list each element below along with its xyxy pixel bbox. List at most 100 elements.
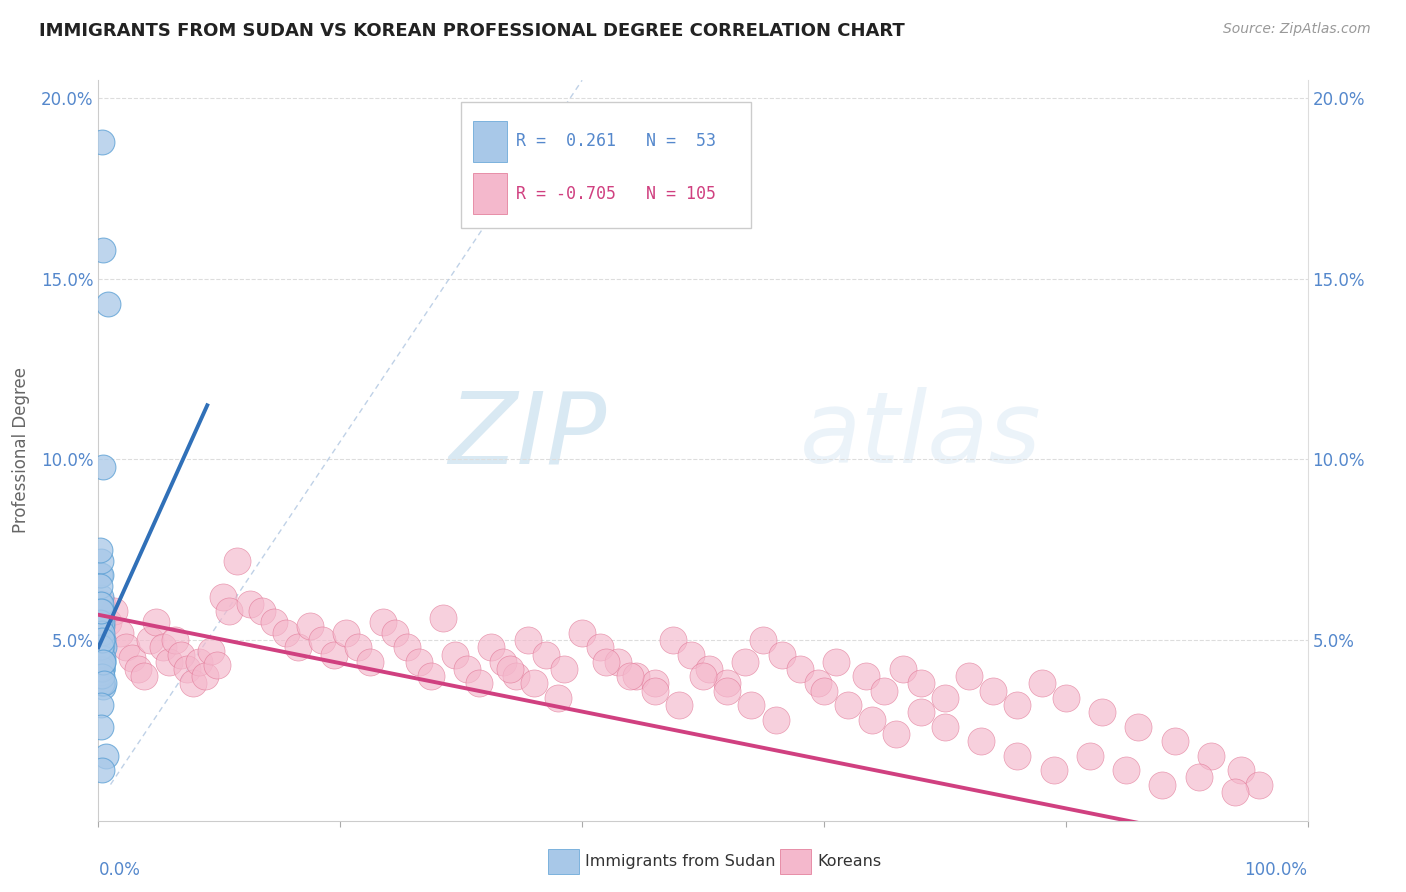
Point: [90, 698, 112, 712]
Point: [91, 633, 114, 648]
Point: [212, 590, 235, 604]
Point: [970, 734, 993, 748]
Point: [169, 648, 191, 662]
Point: [360, 655, 382, 669]
Point: [523, 676, 546, 690]
Point: [934, 690, 956, 705]
Point: [176, 662, 198, 676]
Point: [90, 640, 112, 655]
Point: [1223, 785, 1246, 799]
Point: [91, 669, 114, 683]
Point: [93, 640, 115, 655]
Point: [534, 648, 557, 662]
Bar: [474, 121, 508, 161]
Point: [91, 655, 114, 669]
Point: [311, 633, 333, 648]
Point: [89, 669, 111, 683]
Point: [91, 459, 114, 474]
Point: [91, 618, 114, 632]
Point: [90, 553, 112, 567]
Point: [619, 669, 641, 683]
Point: [492, 655, 515, 669]
Point: [91, 615, 114, 629]
Point: [1188, 770, 1211, 784]
Point: [91, 662, 114, 676]
Point: [134, 669, 156, 683]
Point: [505, 669, 527, 683]
Point: [90, 640, 112, 655]
Point: [553, 662, 575, 676]
Point: [91, 662, 114, 676]
Point: [1054, 690, 1077, 705]
Point: [89, 640, 111, 655]
Point: [668, 698, 690, 712]
Point: [468, 676, 491, 690]
Point: [90, 604, 112, 618]
Y-axis label: Professional Degree: Professional Degree: [11, 368, 30, 533]
Point: [1163, 734, 1185, 748]
Point: [813, 683, 835, 698]
Point: [91, 651, 114, 665]
Point: [90, 651, 112, 665]
Point: [274, 625, 297, 640]
Point: [910, 676, 932, 690]
Text: R = -0.705   N = 105: R = -0.705 N = 105: [516, 185, 716, 202]
Point: [855, 669, 877, 683]
Point: [498, 662, 520, 676]
Point: [91, 604, 114, 618]
Point: [644, 676, 666, 690]
Point: [89, 615, 111, 629]
Point: [89, 625, 111, 640]
Point: [661, 633, 683, 648]
Point: [860, 713, 883, 727]
Point: [770, 648, 793, 662]
Point: [432, 611, 454, 625]
Point: [218, 604, 240, 618]
Point: [957, 669, 980, 683]
Point: [90, 648, 112, 662]
Point: [91, 633, 114, 648]
Point: [734, 655, 756, 669]
Point: [444, 648, 467, 662]
Text: Immigrants from Sudan: Immigrants from Sudan: [585, 855, 775, 869]
Point: [145, 615, 167, 629]
Point: [90, 625, 112, 640]
Text: atlas: atlas: [800, 387, 1042, 484]
Point: [1230, 763, 1253, 777]
Point: [1007, 748, 1029, 763]
Point: [89, 651, 111, 665]
Point: [163, 633, 186, 648]
Point: [91, 676, 114, 690]
Point: [420, 669, 443, 683]
Point: [1115, 763, 1137, 777]
Point: [287, 640, 309, 655]
Point: [1078, 748, 1101, 763]
Point: [1031, 676, 1053, 690]
Point: [347, 640, 370, 655]
Point: [1199, 748, 1222, 763]
Point: [90, 604, 112, 618]
Point: [226, 553, 249, 567]
Point: [194, 669, 217, 683]
Point: [115, 640, 138, 655]
Point: [395, 640, 418, 655]
Point: [91, 655, 114, 669]
Point: [94, 748, 117, 763]
Point: [239, 597, 262, 611]
Point: [679, 648, 702, 662]
Point: [626, 669, 648, 683]
Bar: [461, 103, 751, 228]
Point: [692, 669, 714, 683]
Point: [89, 542, 111, 557]
Point: [1152, 778, 1174, 792]
Point: [97, 297, 120, 311]
Point: [456, 662, 478, 676]
Point: [716, 683, 738, 698]
Point: [299, 618, 322, 632]
Point: [97, 615, 120, 629]
Point: [408, 655, 430, 669]
Point: [886, 727, 908, 741]
Point: [139, 633, 162, 648]
Point: [91, 763, 114, 777]
Text: 100.0%: 100.0%: [1244, 862, 1308, 880]
